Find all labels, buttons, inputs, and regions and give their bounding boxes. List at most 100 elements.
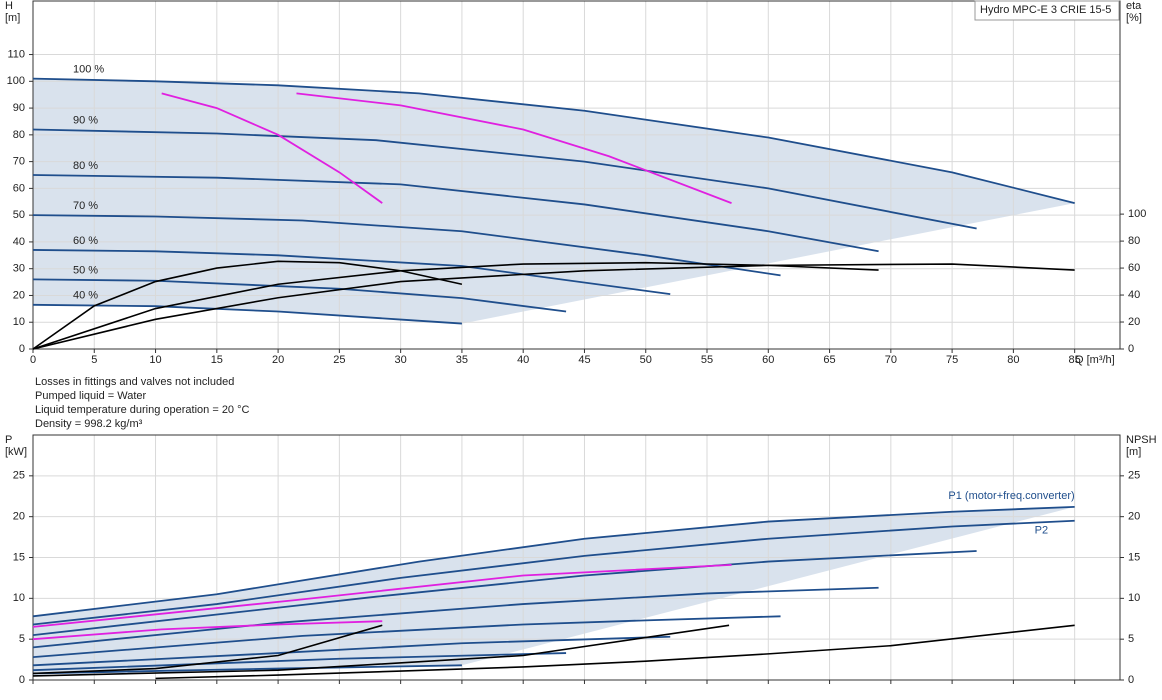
curve: [32, 519, 1075, 626]
y-axis-label: [m]: [5, 12, 20, 24]
curve: [32, 620, 383, 641]
curve: [32, 261, 879, 350]
note: Liquid temperature during operation = 20…: [35, 404, 250, 416]
curve: [32, 563, 732, 628]
y2-tick-label: 20: [1128, 511, 1140, 523]
y2-tick-label: 25: [1128, 470, 1140, 482]
x-tick-label: 60: [762, 354, 774, 366]
x-tick-label: 65: [823, 354, 835, 366]
curve: [32, 128, 977, 230]
y-tick-label: 0: [19, 674, 25, 686]
x-tick-label: 20: [272, 354, 284, 366]
x-tick-label: 25: [333, 354, 345, 366]
curve: [32, 624, 383, 675]
note: Losses in fittings and valves not includ…: [35, 376, 234, 388]
curve: [32, 624, 730, 677]
curve: [32, 586, 879, 649]
y-tick-label: 50: [13, 209, 25, 221]
note: Density = 998.2 kg/m³: [35, 418, 143, 430]
curve: [296, 92, 732, 204]
y2-tick-label: 0: [1128, 343, 1134, 355]
x-tick-label: 55: [701, 354, 713, 366]
curve: [32, 652, 567, 672]
y-tick-label: 20: [13, 511, 25, 523]
y-tick-label: 40: [13, 236, 25, 248]
y-tick-label: 60: [13, 182, 25, 194]
x-tick-label: 5: [91, 354, 97, 366]
y2-tick-label: 15: [1128, 551, 1140, 563]
curve: [32, 505, 1075, 618]
title-box: [974, 0, 1120, 21]
curve-label: 100 %: [73, 64, 104, 76]
x-axis-label: Q [m³/h]: [1075, 354, 1115, 366]
y2-axis-label: [m]: [1126, 446, 1141, 458]
y2-tick-label: 100: [1128, 208, 1146, 220]
x-tick-label: 35: [456, 354, 468, 366]
y2-tick-label: 20: [1128, 316, 1140, 328]
curve: [161, 92, 383, 204]
y-tick-label: 30: [13, 263, 25, 275]
y-tick-label: 90: [13, 102, 25, 114]
y-tick-label: 25: [13, 470, 25, 482]
y2-axis-label: NPSH: [1126, 434, 1157, 446]
curve: [32, 550, 977, 636]
y-axis-label: P: [5, 434, 12, 446]
x-tick-label: 70: [885, 354, 897, 366]
y2-tick-label: 80: [1128, 235, 1140, 247]
curve: [32, 303, 462, 325]
curve-label: 40 %: [73, 290, 98, 302]
y-tick-label: 0: [19, 343, 25, 355]
y2-tick-label: 10: [1128, 592, 1140, 604]
x-tick-label: 80: [1007, 354, 1019, 366]
y-tick-label: 5: [19, 633, 25, 645]
curve: [32, 278, 567, 313]
curve: [32, 263, 1075, 350]
x-tick-label: 10: [149, 354, 161, 366]
y-tick-label: 70: [13, 156, 25, 168]
y-tick-label: 100: [7, 75, 25, 87]
x-tick-label: 40: [517, 354, 529, 366]
y-axis-label: [kW]: [5, 446, 27, 458]
curve-label: 90 %: [73, 114, 98, 126]
curve: [32, 615, 781, 659]
y-tick-label: 15: [13, 551, 25, 563]
x-tick-label: 45: [578, 354, 590, 366]
x-tick-label: 50: [640, 354, 652, 366]
y2-tick-label: 40: [1128, 289, 1140, 301]
x-tick-label: 30: [395, 354, 407, 366]
curve-label: P1 (motor+freq.converter): [948, 490, 1074, 502]
x-tick-label: 15: [211, 354, 223, 366]
curve: [32, 77, 1075, 204]
curve: [32, 260, 463, 350]
y2-tick-label: 5: [1128, 633, 1134, 645]
x-tick-label: 85: [1069, 354, 1081, 366]
curve: [32, 174, 879, 253]
curve: [32, 635, 671, 667]
y2-tick-label: 60: [1128, 262, 1140, 274]
chart-title: Hydro MPC-E 3 CRIE 15-5: [980, 4, 1111, 16]
y-axis-label: H: [5, 0, 13, 12]
y2-axis-label: [%]: [1126, 12, 1142, 24]
curve-label: 70 %: [73, 200, 98, 212]
y2-axis-label: eta: [1126, 0, 1142, 12]
curve: [32, 214, 781, 277]
y-tick-label: 20: [13, 289, 25, 301]
curve: [155, 624, 1075, 680]
operating-range: [33, 506, 1075, 674]
curve-label: 80 %: [73, 160, 98, 172]
y-tick-label: 10: [13, 592, 25, 604]
x-tick-label: 75: [946, 354, 958, 366]
curve-label: P2: [1035, 525, 1048, 537]
y-tick-label: 10: [13, 316, 25, 328]
y-tick-label: 110: [7, 48, 25, 60]
x-tick-label: 0: [30, 354, 36, 366]
curve: [32, 664, 462, 675]
curve-label: 60 %: [73, 235, 98, 247]
y-tick-label: 80: [13, 129, 25, 141]
plot-frame: [32, 434, 1121, 681]
note: Pumped liquid = Water: [35, 390, 147, 402]
y2-tick-label: 0: [1128, 674, 1134, 686]
curve-label: 50 %: [73, 264, 98, 276]
curve: [32, 249, 671, 296]
